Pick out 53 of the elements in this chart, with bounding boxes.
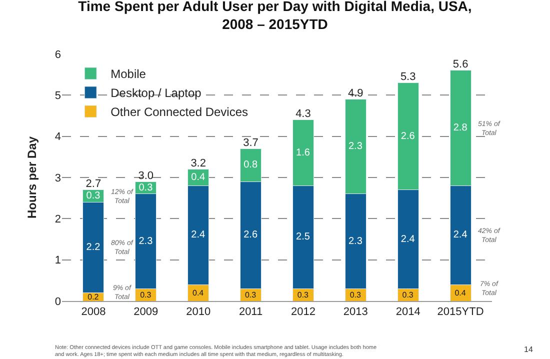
legend-label: Desktop / Laptop	[110, 86, 202, 100]
data-label: 0.3	[402, 290, 414, 300]
data-label: 1.6	[296, 147, 310, 158]
data-label: 2.3	[348, 141, 363, 152]
data-label: 0.3	[140, 290, 152, 300]
x-tick-label: 2010	[186, 306, 211, 318]
text: 14	[524, 345, 534, 354]
x-tick-label: 2008	[81, 306, 106, 318]
total-label: 2.7	[86, 178, 102, 190]
data-label: 2.8	[453, 122, 468, 134]
total-label: 4.9	[348, 88, 364, 100]
legend-label: Other Connected Devices	[110, 105, 248, 120]
data-label: 2.4	[453, 230, 468, 241]
data-label: 0.3	[297, 290, 310, 300]
data-label: 2.5	[296, 232, 310, 243]
x-tick-label: 2012	[290, 306, 316, 318]
total-label: 4.3	[296, 108, 311, 120]
total-label: 5.3	[400, 71, 416, 84]
data-label: 0.3	[350, 290, 362, 300]
y-tick-label: 2	[54, 214, 61, 226]
data-label: 2.6	[400, 130, 416, 142]
data-label: 0.2	[88, 292, 100, 302]
y-tick-label: 4	[54, 131, 61, 144]
total-label: 3.2	[190, 158, 206, 170]
data-label: 2.6	[244, 230, 258, 241]
data-label: 0.4	[191, 172, 206, 183]
data-label: 0.4	[192, 288, 204, 298]
data-label: 0.4	[454, 288, 466, 298]
x-tick-label: 2009	[134, 306, 158, 318]
y-tick-label: 5	[54, 90, 61, 102]
y-tick-label: 3	[54, 172, 61, 184]
total-label: 5.6	[452, 58, 468, 71]
data-label: 0.3	[244, 290, 257, 300]
data-label: 2.3	[138, 236, 154, 247]
data-label: 0.3	[86, 190, 101, 202]
chart-title: Time Spent per Adult User per Day with Digital Media, USA, 2008 – 2015YTD	[78, 0, 472, 32]
total-label: 3.0	[138, 170, 154, 182]
data-label: 2.3	[348, 236, 363, 247]
data-label: 0.3	[138, 182, 154, 194]
data-label: 0.8	[244, 160, 258, 171]
data-label: 2.4	[400, 234, 416, 245]
x-tick-label: 2014	[396, 306, 420, 318]
x-tick-label: 2011	[238, 306, 263, 318]
data-label: 2.2	[86, 242, 101, 253]
y-axis-title: Hours per Day	[25, 136, 40, 219]
y-tick-label: 0	[54, 296, 61, 308]
x-tick-label: 2015YTD	[437, 306, 484, 318]
y-tick-label: 6	[54, 48, 61, 61]
data-label: 2.4	[191, 230, 206, 241]
x-tick-label: 2013	[343, 306, 368, 318]
y-tick-label: 1	[54, 254, 61, 267]
legend-label: Mobile	[110, 67, 146, 82]
total-label: 3.7	[243, 136, 258, 149]
